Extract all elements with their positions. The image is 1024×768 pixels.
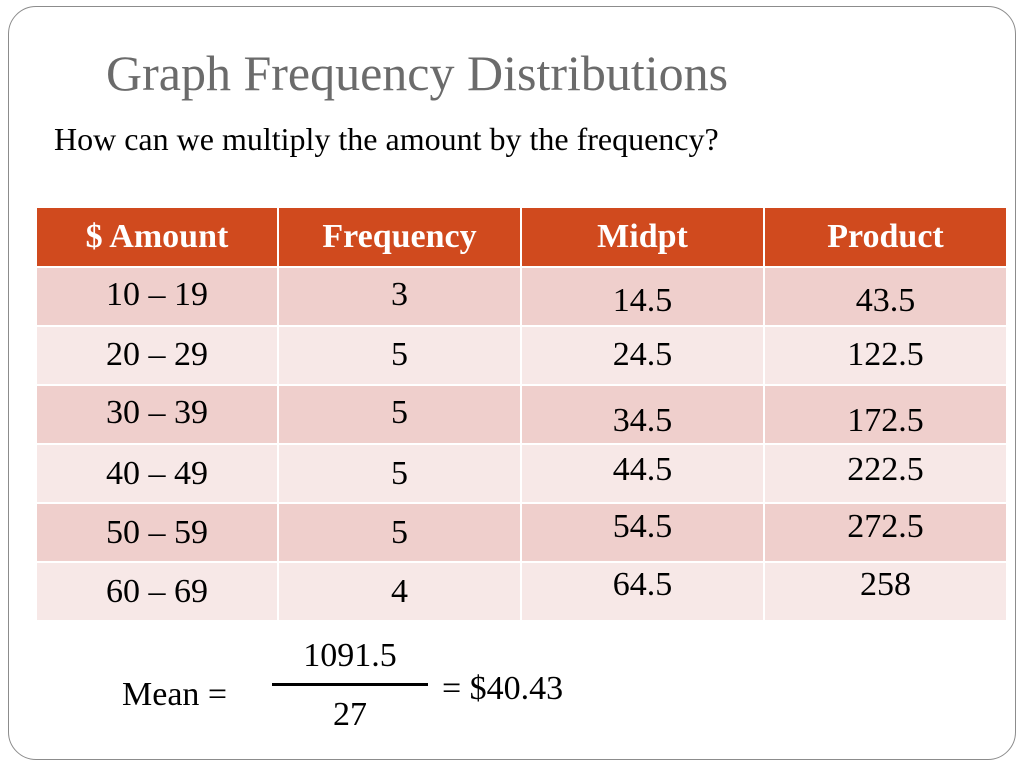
midpoint-cell: 24.5 [520,325,765,386]
table-header-row: $ Amount Frequency Midpt Product [35,206,1008,268]
midpoint-cell: 44.5 [520,443,765,504]
midpoint-cell: 64.5 [520,561,765,622]
table-row: 10 – 19 3 14.5 43.5 [35,266,1008,327]
amount-cell: 40 – 49 [35,443,279,504]
header-amount: $ Amount [35,206,279,268]
midpoint-cell: 54.5 [520,502,765,563]
mean-denominator: 27 [333,696,367,733]
product-cell: 222.5 [763,443,1008,504]
table-row: 40 – 49 5 44.5 222.5 [35,443,1008,504]
table-row: 30 – 39 5 34.5 172.5 [35,384,1008,445]
frequency-cell: 4 [277,561,522,622]
frequency-cell: 3 [277,266,522,327]
frequency-cell: 5 [277,443,522,504]
header-product: Product [763,206,1008,268]
mean-result: = $40.43 [442,670,564,707]
slide-subtitle: How can we multiply the amount by the fr… [54,121,719,157]
header-midpoint: Midpt [520,206,765,268]
midpoint-cell: 14.5 [520,266,765,327]
mean-numerator: 1091.5 [303,637,397,674]
table-row: 50 – 59 5 54.5 272.5 [35,502,1008,563]
product-cell: 172.5 [763,384,1008,445]
frequency-cell: 5 [277,502,522,563]
frequency-cell: 5 [277,325,522,386]
product-cell: 122.5 [763,325,1008,386]
table-row: 20 – 29 5 24.5 122.5 [35,325,1008,386]
midpoint-cell: 34.5 [520,384,765,445]
fraction-bar [272,683,428,686]
product-cell: 258 [763,561,1008,622]
slide-title: Graph Frequency Distributions [106,45,729,101]
product-cell: 43.5 [763,266,1008,327]
header-frequency: Frequency [277,206,522,268]
amount-cell: 30 – 39 [35,384,279,445]
amount-cell: 10 – 19 [35,266,279,327]
amount-cell: 50 – 59 [35,502,279,563]
table-row: 60 – 69 4 64.5 258 [35,561,1008,622]
mean-label: Mean = [122,676,228,713]
product-cell: 272.5 [763,502,1008,563]
frequency-cell: 5 [277,384,522,445]
amount-cell: 20 – 29 [35,325,279,386]
frequency-table: $ Amount Frequency Midpt Product 10 – 19… [35,206,1008,622]
amount-cell: 60 – 69 [35,561,279,622]
